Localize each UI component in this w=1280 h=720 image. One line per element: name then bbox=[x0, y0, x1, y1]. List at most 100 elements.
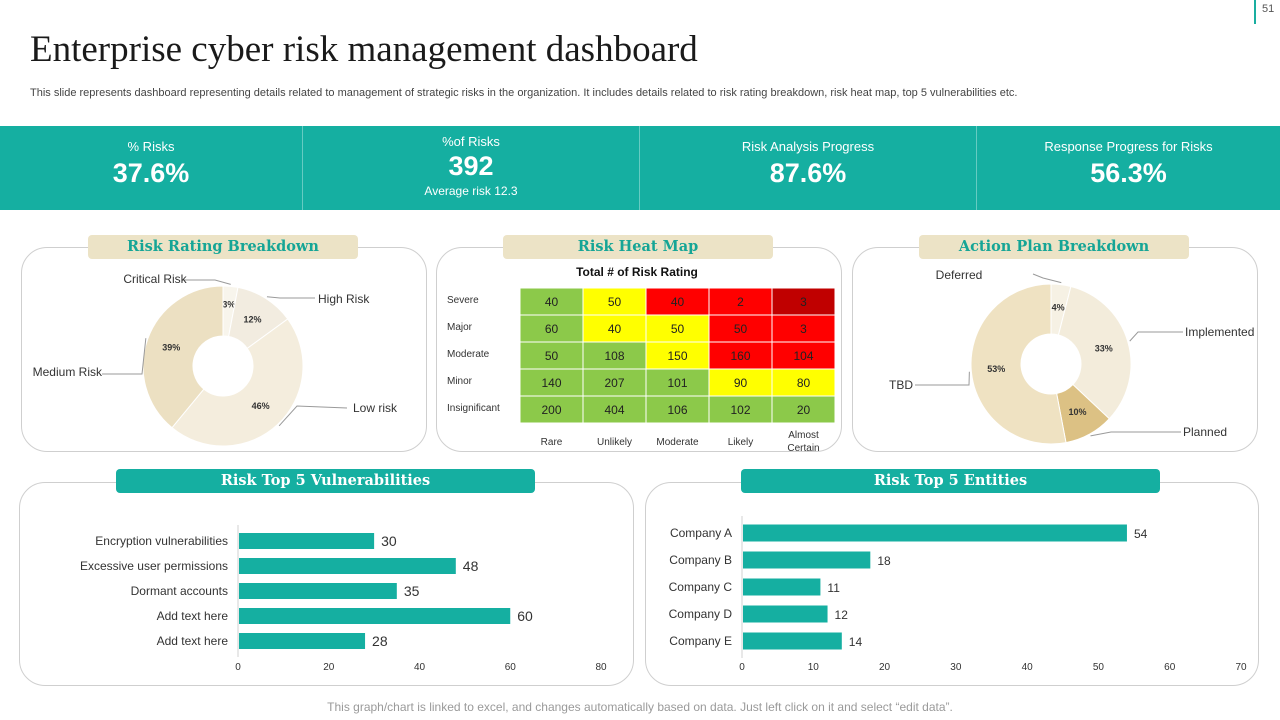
heat-map-panel: Total # of Risk Rating Severe 40 50 40 2 3 Majo… bbox=[436, 247, 842, 452]
heat-column-label: Likely bbox=[728, 437, 754, 448]
heat-cell bbox=[771, 287, 836, 316]
heat-cell bbox=[708, 395, 773, 424]
donut-slice bbox=[1057, 285, 1132, 420]
heat-cell-value: 2 bbox=[737, 295, 744, 309]
action-plan-chart: 4% Deferred 33% Implemented 10% Planned 53% TBD bbox=[889, 268, 1254, 445]
heat-cell-value: 104 bbox=[793, 349, 813, 363]
heat-cell-value: 80 bbox=[797, 376, 811, 390]
bar-value-label: 14 bbox=[849, 635, 863, 649]
heat-cell bbox=[708, 368, 773, 397]
heat-cell-value: 200 bbox=[541, 403, 561, 417]
bar bbox=[239, 533, 375, 549]
heat-cell-value: 150 bbox=[667, 349, 687, 363]
heat-column-label: Rare bbox=[541, 437, 563, 448]
bar-value-label: 30 bbox=[381, 533, 397, 549]
callout-line bbox=[266, 296, 315, 299]
x-tick-label: 20 bbox=[879, 662, 891, 673]
heat-cell-value: 60 bbox=[545, 322, 559, 336]
slice-category-label: TBD bbox=[889, 378, 913, 392]
bar bbox=[239, 633, 366, 649]
bar-category-label: Excessive user permissions bbox=[80, 559, 228, 573]
slice-value-label: 3% bbox=[222, 299, 235, 309]
bar bbox=[743, 524, 1127, 542]
heat-map-title: Risk Heat Map bbox=[503, 235, 773, 259]
action-plan-title: Action Plan Breakdown bbox=[919, 235, 1189, 259]
kpi-label: Risk Analysis Progress bbox=[741, 139, 875, 154]
bar-value-label: 35 bbox=[404, 583, 420, 599]
vulnerabilities-panel: Encryption vulnerabilities 30 Excessive us… bbox=[19, 482, 634, 686]
x-tick-label: 10 bbox=[808, 662, 820, 673]
slice-value-label: 4% bbox=[1052, 302, 1065, 312]
bar-value-label: 54 bbox=[1134, 527, 1148, 541]
slice-category-label: Deferred bbox=[936, 268, 983, 282]
heat-cell-value: 101 bbox=[667, 376, 687, 390]
heat-cell-value: 40 bbox=[608, 322, 622, 336]
x-tick-label: 0 bbox=[235, 662, 241, 673]
heat-cell-value: 404 bbox=[604, 403, 624, 417]
bar-value-label: 60 bbox=[517, 608, 533, 624]
kpi-sub: Average risk 12.3 bbox=[424, 184, 518, 198]
bar-category-label: Encryption vulnerabilities bbox=[95, 534, 228, 548]
bar-category-label: Add text here bbox=[157, 609, 229, 623]
heat-column-label: Unlikely bbox=[597, 437, 632, 448]
x-tick-label: 40 bbox=[1022, 662, 1034, 673]
slide-number: 51 bbox=[1254, 0, 1274, 24]
slice-category-label: Medium Risk bbox=[33, 365, 103, 379]
slice-value-label: 53% bbox=[987, 364, 1005, 374]
heat-cell bbox=[771, 341, 836, 370]
heat-cell-value: 50 bbox=[608, 295, 622, 309]
heat-cell bbox=[771, 395, 836, 424]
heat-cell-value: 50 bbox=[671, 322, 685, 336]
slice-category-label: Critical Risk bbox=[123, 272, 187, 286]
risk-rating-title: Risk Rating Breakdown bbox=[88, 235, 358, 259]
kpi-label: %of Risks bbox=[442, 134, 500, 149]
heat-cell-value: 140 bbox=[541, 376, 561, 390]
heat-row-label: Insignificant bbox=[447, 403, 500, 414]
slice-value-label: 46% bbox=[252, 401, 270, 411]
bar-category-label: Dormant accounts bbox=[131, 584, 228, 598]
callout-line bbox=[1129, 331, 1183, 342]
heat-map-chart: Total # of Risk Rating Severe 40 50 40 2 3 Majo… bbox=[447, 265, 836, 451]
bar bbox=[743, 551, 871, 569]
callout-line bbox=[915, 371, 970, 386]
heat-cell-value: 50 bbox=[734, 322, 748, 336]
slice-value-label: 12% bbox=[243, 315, 261, 325]
x-tick-label: 30 bbox=[950, 662, 962, 673]
footer-note: This graph/chart is linked to excel, and… bbox=[327, 700, 953, 714]
heat-cell bbox=[519, 287, 584, 316]
callout-line bbox=[1032, 273, 1062, 284]
heat-cell bbox=[645, 341, 710, 370]
kpi-divider bbox=[976, 126, 977, 210]
heat-cell-value: 20 bbox=[797, 403, 811, 417]
bar bbox=[743, 605, 828, 623]
heat-cell-value: 3 bbox=[800, 322, 807, 336]
entities-title: Risk Top 5 Entities bbox=[741, 469, 1160, 493]
bar-value-label: 11 bbox=[827, 581, 840, 595]
heat-cell-value: 3 bbox=[800, 295, 807, 309]
heat-cell-value: 40 bbox=[545, 295, 559, 309]
donut-slice bbox=[142, 285, 224, 429]
heat-cell bbox=[582, 395, 647, 424]
kpi-bar: % Risks 37.6% %of Risks 392 Average risk… bbox=[0, 126, 1280, 210]
callout-line bbox=[278, 405, 348, 427]
bar bbox=[239, 608, 511, 624]
bar-category-label: Company A bbox=[670, 526, 732, 540]
page-title: Enterprise cyber risk management dashboa… bbox=[30, 29, 698, 70]
page-subtitle: This slide represents dashboard represen… bbox=[30, 87, 1018, 99]
heat-row-label: Minor bbox=[447, 376, 473, 387]
donut-slice bbox=[171, 318, 304, 447]
entities-chart: Company A 54 Company B 18 Company C 11 Company… bbox=[669, 516, 1247, 673]
heat-column-label: Moderate bbox=[656, 437, 699, 448]
donut-slice bbox=[970, 283, 1067, 445]
entities-panel: Company A 54 Company B 18 Company C 11 Company… bbox=[645, 482, 1259, 686]
x-tick-label: 80 bbox=[595, 662, 607, 673]
kpi-label: Response Progress for Risks bbox=[1044, 139, 1213, 154]
slice-value-label: 10% bbox=[1068, 407, 1086, 417]
heat-row-label: Major bbox=[447, 322, 473, 333]
heat-cell-value: 108 bbox=[604, 349, 624, 363]
risk-rating-panel: 3% Critical Risk 12% High Risk 46% Low risk 39… bbox=[21, 247, 427, 452]
heat-cell bbox=[645, 368, 710, 397]
bar-value-label: 18 bbox=[877, 554, 891, 568]
bar bbox=[743, 578, 821, 596]
heat-cell-value: 106 bbox=[667, 403, 687, 417]
